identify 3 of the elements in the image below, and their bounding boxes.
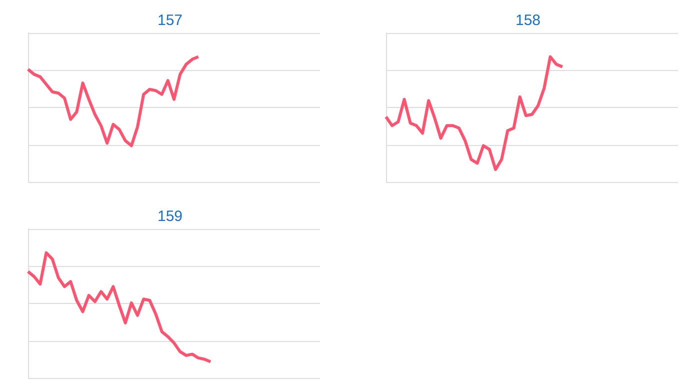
chart-title: 157 (157, 12, 183, 29)
chart-title: 158 (515, 12, 541, 29)
chart-title: 159 (157, 208, 183, 225)
